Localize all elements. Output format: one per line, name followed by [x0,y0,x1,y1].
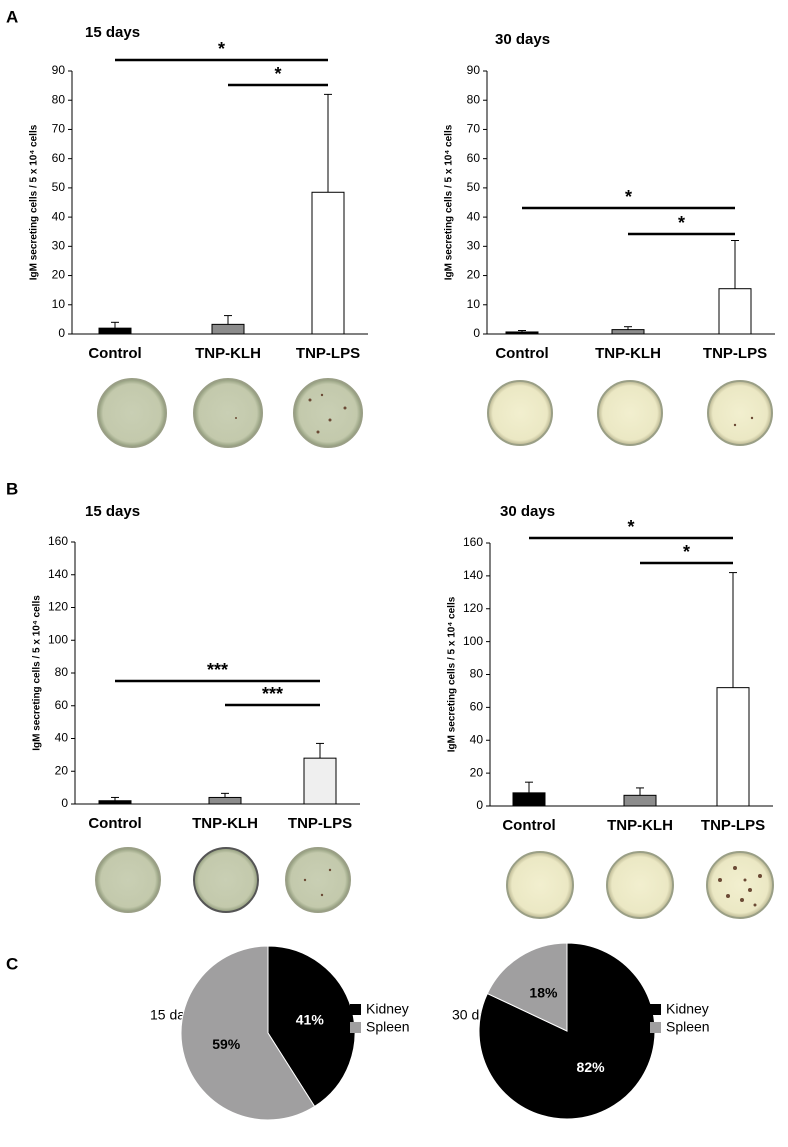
significance-label: * [274,64,281,84]
y-tick-label: 20 [467,268,481,282]
bar [505,331,539,335]
chart-title: 30 days [495,31,550,48]
bar [311,191,345,335]
legend-label: Kidney [366,1001,409,1017]
x-tick-label: Control [502,817,555,834]
y-tick-label: 60 [470,700,484,714]
y-tick-label: 160 [463,535,483,549]
y-tick-label: 60 [467,151,481,165]
y-axis-label: IgM secreting cells / 5 x 10⁴ cells [444,124,455,280]
pie-slice [478,942,656,1120]
y-tick-label: 140 [48,567,68,581]
y-tick-label: 100 [48,632,68,646]
bar [512,792,546,807]
y-tick-label: 0 [473,326,480,340]
legend-label: Kidney [666,1001,709,1017]
x-tick-label: TNP-LPS [288,815,352,832]
pie-slice [486,942,568,1032]
y-tick-label: 20 [470,765,484,779]
x-tick-label: TNP-KLH [595,345,661,362]
x-tick-label: TNP-KLH [195,345,261,362]
y-tick-label: 10 [52,297,66,311]
y-tick-label: 60 [52,151,66,165]
y-tick-label: 0 [61,796,68,810]
y-tick-label: 80 [470,667,484,681]
x-tick-label: Control [88,815,141,832]
y-axis-label: IgM secreting cells / 5 x 10⁴ cells [447,596,458,752]
significance-label: *** [207,660,228,680]
bar [208,796,242,805]
y-tick-label: 80 [52,92,66,106]
y-tick-label: 10 [467,297,481,311]
legend-label: Spleen [366,1019,410,1035]
y-tick-label: 20 [55,763,69,777]
bar [718,288,752,335]
x-tick-label: Control [88,345,141,362]
chart-title: 15 days [85,503,140,520]
y-tick-label: 50 [52,180,66,194]
significance-label: * [683,542,690,562]
y-tick-label: 140 [463,568,483,582]
value-label: 18% [529,985,558,1001]
significance-label: * [218,39,225,59]
bar [611,329,645,335]
significance-label: * [678,213,685,233]
y-tick-label: 50 [467,180,481,194]
y-axis-label: IgM secreting cells / 5 x 10⁴ cells [29,124,40,280]
y-tick-label: 160 [48,534,68,548]
significance-label: * [627,517,634,537]
x-tick-label: TNP-LPS [296,345,360,362]
y-tick-label: 100 [463,634,483,648]
y-tick-label: 70 [467,122,481,136]
x-tick-label: Control [495,345,548,362]
y-tick-label: 40 [52,209,66,223]
legend-swatch [350,1022,361,1033]
y-tick-label: 70 [52,122,66,136]
y-tick-label: 30 [467,239,481,253]
legend-swatch [350,1004,361,1015]
pie-slice [180,945,316,1121]
bar [623,794,657,807]
panel-label: A [6,7,18,26]
y-tick-label: 40 [467,209,481,223]
panel-label: B [6,479,18,498]
y-tick-label: 90 [467,63,481,77]
y-tick-label: 0 [476,798,483,812]
well-spots [235,393,762,907]
legend-label: Spleen [666,1019,710,1035]
y-tick-label: 90 [52,63,66,77]
x-tick-label: TNP-LPS [703,345,767,362]
value-label: 41% [296,1012,325,1028]
y-tick-label: 40 [470,732,484,746]
bar [98,800,132,805]
value-label: 82% [577,1059,606,1075]
x-tick-label: TNP-KLH [607,817,673,834]
significance-label: *** [262,684,283,704]
bar [98,327,132,335]
y-tick-label: 80 [467,92,481,106]
y-tick-label: 80 [55,665,69,679]
y-axis-label: IgM secreting cells / 5 x 10⁴ cells [32,595,43,751]
panel-label: C [6,954,18,973]
y-tick-label: 120 [48,600,68,614]
bar [303,757,337,805]
legend-swatch [650,1022,661,1033]
x-tick-label: TNP-LPS [701,817,765,834]
y-tick-label: 20 [52,268,66,282]
y-tick-label: 30 [52,239,66,253]
y-tick-label: 40 [55,731,69,745]
bar [716,687,750,807]
x-tick-label: TNP-KLH [192,815,258,832]
wells [95,378,774,919]
significance-label: * [625,187,632,207]
value-label: 59% [212,1036,241,1052]
chart-title: 30 days [500,503,555,520]
chart-title: 15 days [85,24,140,41]
legend-swatch [650,1004,661,1015]
bar [211,323,245,335]
y-tick-label: 60 [55,698,69,712]
y-tick-label: 120 [463,601,483,615]
y-tick-label: 0 [58,326,65,340]
